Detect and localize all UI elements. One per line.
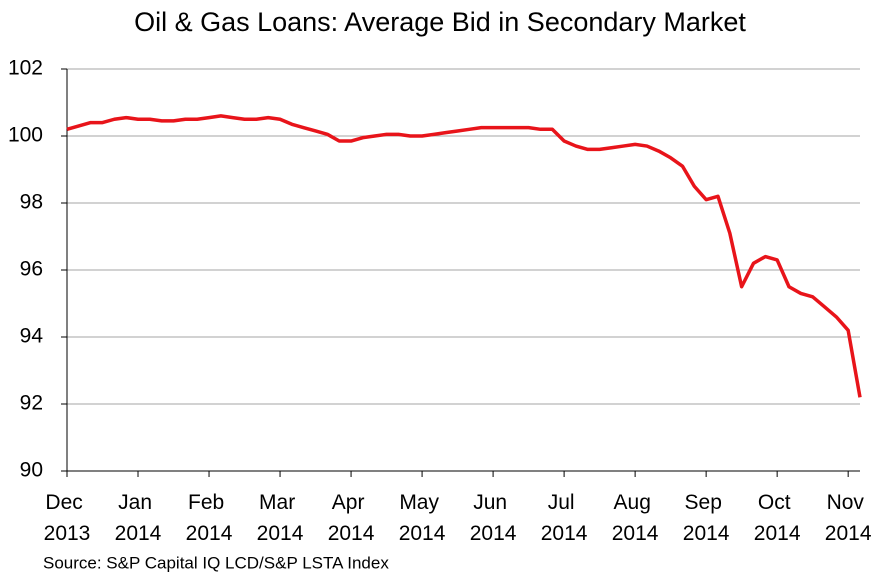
x-tick-label: Nov 2014 — [825, 491, 872, 545]
y-tick-label: 98 — [20, 191, 43, 214]
x-tick-label: Jul 2014 — [541, 491, 588, 545]
y-tick-label: 92 — [20, 392, 43, 415]
x-tick-label: Mar 2014 — [257, 491, 304, 545]
x-tick-label: Dec 2013 — [44, 491, 91, 545]
x-tick-label: May 2014 — [399, 491, 446, 545]
x-tick-label: Apr 2014 — [328, 491, 375, 545]
x-tick-label: Feb 2014 — [186, 491, 233, 545]
x-tick-label: Aug 2014 — [612, 491, 659, 545]
y-tick-label: 90 — [20, 459, 43, 482]
data-line — [66, 114, 862, 398]
x-tick-label: Oct 2014 — [754, 491, 801, 545]
y-tick-label: 100 — [8, 124, 43, 147]
x-tick-label: Sep 2014 — [683, 491, 730, 545]
x-tick-label: Jun 2014 — [470, 491, 517, 545]
chart-title: Oil & Gas Loans: Average Bid in Secondar… — [134, 7, 746, 37]
y-tick-label: 96 — [20, 258, 43, 281]
y-tick-label: 102 — [8, 57, 43, 80]
y-tick-label: 94 — [20, 325, 44, 348]
x-tick-label: Jan 2014 — [115, 491, 162, 545]
source-note: Source: S&P Capital IQ LCD/S&P LSTA Inde… — [43, 553, 389, 572]
